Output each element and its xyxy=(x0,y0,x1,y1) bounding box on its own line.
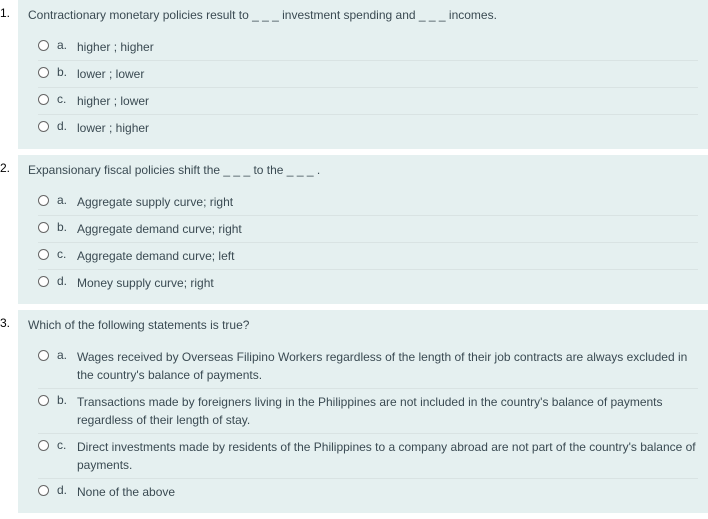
option-b[interactable]: b. Transactions made by foreigners livin… xyxy=(38,388,698,433)
radio-icon[interactable] xyxy=(38,67,49,78)
question-text: Expansionary fiscal policies shift the _… xyxy=(28,161,698,179)
option-letter: d. xyxy=(57,274,77,288)
option-letter: c. xyxy=(57,247,77,261)
options-list: a. Wages received by Overseas Filipino W… xyxy=(28,344,698,505)
option-letter: c. xyxy=(57,92,77,106)
option-c[interactable]: c. higher ; lower xyxy=(38,87,698,114)
option-letter: b. xyxy=(57,65,77,79)
question-body: Which of the following statements is tru… xyxy=(18,310,708,513)
option-letter: a. xyxy=(57,348,77,362)
radio-icon[interactable] xyxy=(38,350,49,361)
radio-icon[interactable] xyxy=(38,195,49,206)
option-text: Wages received by Overseas Filipino Work… xyxy=(77,348,698,384)
option-letter: d. xyxy=(57,483,77,497)
option-c[interactable]: c. Aggregate demand curve; left xyxy=(38,242,698,269)
radio-icon[interactable] xyxy=(38,276,49,287)
radio-icon[interactable] xyxy=(38,40,49,51)
question-block: 1. Contractionary monetary policies resu… xyxy=(0,0,708,149)
option-a[interactable]: a. Aggregate supply curve; right xyxy=(38,189,698,215)
option-text: Aggregate supply curve; right xyxy=(77,193,698,211)
radio-icon[interactable] xyxy=(38,121,49,132)
option-text: Direct investments made by residents of … xyxy=(77,438,698,474)
radio-icon[interactable] xyxy=(38,222,49,233)
option-a[interactable]: a. higher ; higher xyxy=(38,34,698,60)
option-text: higher ; lower xyxy=(77,92,698,110)
question-body: Contractionary monetary policies result … xyxy=(18,0,708,149)
option-text: Aggregate demand curve; right xyxy=(77,220,698,238)
option-letter: b. xyxy=(57,393,77,407)
option-letter: d. xyxy=(57,119,77,133)
options-list: a. Aggregate supply curve; right b. Aggr… xyxy=(28,189,698,296)
option-d[interactable]: d. Money supply curve; right xyxy=(38,269,698,296)
option-text: Aggregate demand curve; left xyxy=(77,247,698,265)
option-text: lower ; higher xyxy=(77,119,698,137)
question-block: 3. Which of the following statements is … xyxy=(0,310,708,513)
question-text: Contractionary monetary policies result … xyxy=(28,6,698,24)
option-a[interactable]: a. Wages received by Overseas Filipino W… xyxy=(38,344,698,388)
radio-icon[interactable] xyxy=(38,395,49,406)
option-b[interactable]: b. Aggregate demand curve; right xyxy=(38,215,698,242)
option-letter: b. xyxy=(57,220,77,234)
option-letter: a. xyxy=(57,38,77,52)
question-body: Expansionary fiscal policies shift the _… xyxy=(18,155,708,304)
option-d[interactable]: d. None of the above xyxy=(38,478,698,505)
option-text: None of the above xyxy=(77,483,698,501)
option-d[interactable]: d. lower ; higher xyxy=(38,114,698,141)
option-letter: a. xyxy=(57,193,77,207)
option-letter: c. xyxy=(57,438,77,452)
options-list: a. higher ; higher b. lower ; lower c. h… xyxy=(28,34,698,141)
question-number: 1. xyxy=(0,0,18,20)
question-number: 2. xyxy=(0,155,18,175)
option-text: Transactions made by foreigners living i… xyxy=(77,393,698,429)
question-number: 3. xyxy=(0,310,18,330)
radio-icon[interactable] xyxy=(38,94,49,105)
question-text: Which of the following statements is tru… xyxy=(28,316,698,334)
option-b[interactable]: b. lower ; lower xyxy=(38,60,698,87)
option-text: lower ; lower xyxy=(77,65,698,83)
option-c[interactable]: c. Direct investments made by residents … xyxy=(38,433,698,478)
radio-icon[interactable] xyxy=(38,440,49,451)
radio-icon[interactable] xyxy=(38,485,49,496)
question-block: 2. Expansionary fiscal policies shift th… xyxy=(0,155,708,304)
option-text: higher ; higher xyxy=(77,38,698,56)
radio-icon[interactable] xyxy=(38,249,49,260)
option-text: Money supply curve; right xyxy=(77,274,698,292)
